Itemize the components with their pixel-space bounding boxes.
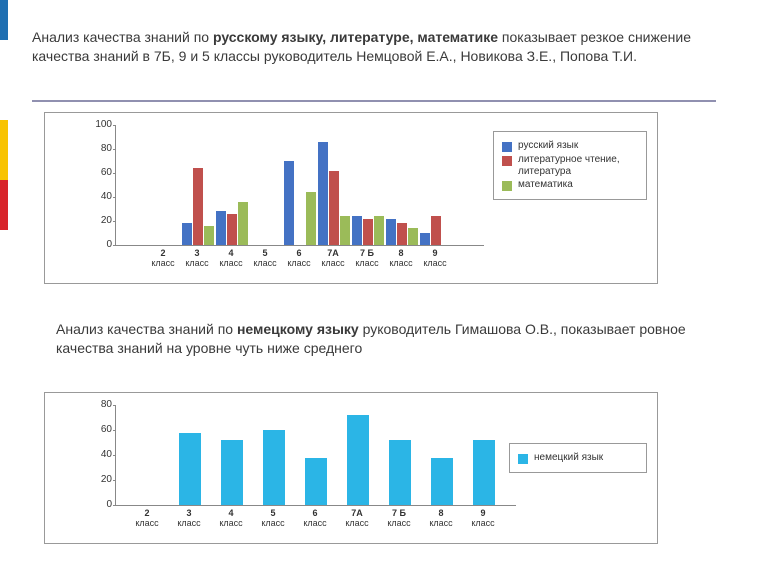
paragraph-2: Анализ качества знаний по немецкому язык…: [56, 320, 716, 358]
y-tick: 0: [82, 239, 112, 250]
legend-swatch: [502, 142, 512, 152]
accent-stripe-red: [0, 180, 8, 230]
x-label: 7Акласс: [339, 509, 375, 529]
x-label: 6класс: [297, 509, 333, 529]
bar: [263, 430, 285, 505]
accent-stripe-blue: [0, 0, 8, 40]
bar: [306, 192, 316, 245]
x-label: 3класс: [179, 249, 215, 269]
x-label: 2класс: [145, 249, 181, 269]
bar: [182, 223, 192, 245]
y-tick: 40: [82, 191, 112, 202]
bar: [238, 202, 248, 245]
bar: [329, 171, 339, 245]
para1-bold: русскому языку, литературе, математике: [213, 29, 498, 45]
bar: [340, 216, 350, 245]
chart2-legend: немецкий язык: [509, 443, 647, 473]
chart1-plot: 020406080100: [115, 125, 484, 246]
bar: [431, 216, 441, 245]
legend-label: литературное чтение, литература: [518, 154, 628, 177]
bar: [227, 214, 237, 245]
bar: [216, 211, 226, 245]
x-label: 6класс: [281, 249, 317, 269]
legend-swatch: [502, 156, 512, 166]
bar: [408, 228, 418, 245]
bar: [352, 216, 362, 245]
x-label: 4класс: [213, 249, 249, 269]
bar: [386, 219, 396, 245]
y-tick: 40: [82, 449, 112, 460]
legend-swatch: [502, 181, 512, 191]
para2-bold: немецкому языку: [237, 321, 359, 337]
legend-label: русский язык: [518, 140, 578, 152]
bar: [221, 440, 243, 505]
chart-rus-lit-math: 020406080100 2класс3класс4класс5класс6кл…: [44, 112, 658, 284]
separator: [32, 100, 716, 102]
x-label: 7Акласс: [315, 249, 351, 269]
y-tick: 20: [82, 215, 112, 226]
bar: [204, 226, 214, 245]
y-tick: 80: [82, 399, 112, 410]
x-label: 5класс: [255, 509, 291, 529]
paragraph-1: Анализ качества знаний по русскому языку…: [32, 28, 746, 66]
x-label: 4класс: [213, 509, 249, 529]
x-label: 9класс: [417, 249, 453, 269]
y-tick: 100: [82, 119, 112, 130]
y-tick: 60: [82, 167, 112, 178]
y-tick: 0: [82, 499, 112, 510]
bar: [318, 142, 328, 245]
x-label: 8класс: [383, 249, 419, 269]
legend-label: немецкий язык: [534, 452, 603, 464]
legend-item: математика: [502, 179, 638, 191]
legend-item: литературное чтение, литература: [502, 154, 638, 177]
x-label: 7 Бкласс: [349, 249, 385, 269]
accent-stripe-yellow: [0, 120, 8, 180]
chart1-legend: русский язык литературное чтение, литерат…: [493, 131, 647, 200]
bar: [374, 216, 384, 245]
y-tick: 60: [82, 424, 112, 435]
legend-item: русский язык: [502, 140, 638, 152]
bar: [397, 223, 407, 245]
bar: [347, 415, 369, 505]
bar: [305, 458, 327, 506]
bar: [473, 440, 495, 505]
x-label: 9класс: [465, 509, 501, 529]
x-label: 7 Бкласс: [381, 509, 417, 529]
chart2-plot: 020406080: [115, 405, 516, 506]
bar: [431, 458, 453, 506]
para1-pre: Анализ качества знаний по: [32, 29, 213, 45]
bar: [179, 433, 201, 506]
x-label: 3класс: [171, 509, 207, 529]
x-label: 8класс: [423, 509, 459, 529]
bar: [193, 168, 203, 245]
x-label: 2класс: [129, 509, 165, 529]
legend-item: немецкий язык: [518, 452, 638, 464]
bar: [284, 161, 294, 245]
y-tick: 80: [82, 143, 112, 154]
bar: [389, 440, 411, 505]
para2-pre: Анализ качества знаний по: [56, 321, 237, 337]
legend-swatch: [518, 454, 528, 464]
x-label: 5класс: [247, 249, 283, 269]
chart-german: 020406080 2класс3класс4класс5класс6класс…: [44, 392, 658, 544]
bar: [420, 233, 430, 245]
bar: [363, 219, 373, 245]
legend-label: математика: [518, 179, 573, 191]
y-tick: 20: [82, 474, 112, 485]
